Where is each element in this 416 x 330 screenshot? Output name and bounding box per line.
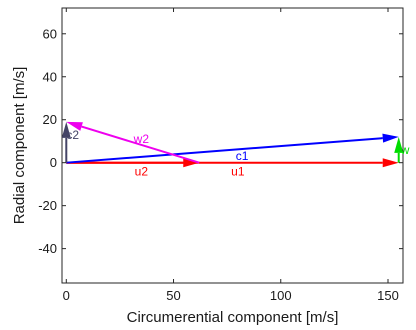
vector-label-w: w xyxy=(400,143,410,157)
vector-u1-head xyxy=(382,158,399,168)
vector-c2-head xyxy=(61,121,71,138)
vector-w2-shaft xyxy=(81,125,200,164)
vector-c1: c1 xyxy=(66,133,399,164)
vector-w-head xyxy=(394,136,404,153)
vector-c2: c2 xyxy=(61,121,79,163)
x-tick-label: 100 xyxy=(270,288,292,303)
y-tick-label: 20 xyxy=(43,112,57,127)
tick-labels: 0 50 100 150 -40 -20 0 20 40 60 xyxy=(38,8,403,303)
vector-label-w2: w2 xyxy=(133,132,150,146)
vector-label-c2: c2 xyxy=(66,128,79,142)
vector-u2-head xyxy=(183,158,200,168)
vector-label-c1: c1 xyxy=(236,149,249,163)
plot-frame xyxy=(61,7,404,284)
x-tick-label: 0 xyxy=(63,288,70,303)
vector-w: w xyxy=(394,136,410,163)
plot-area xyxy=(61,7,404,284)
vector-c1-head xyxy=(382,133,399,143)
x-axis-label: Circumerential component [m/s] xyxy=(127,309,339,326)
y-tick-label: -40 xyxy=(38,241,57,256)
x-tick-label: 150 xyxy=(377,288,399,303)
vector-w2: w2 xyxy=(66,121,200,164)
y-tick-label: 0 xyxy=(50,155,57,170)
vector-label-u2: u2 xyxy=(135,164,149,178)
vector-label-u1: u1 xyxy=(231,164,245,178)
y-tick-label: -20 xyxy=(38,198,57,213)
vector-marks: u1 u2 c1 w w2 c2 xyxy=(61,121,410,178)
vector-c1-shaft xyxy=(66,137,383,164)
x-tick-label: 50 xyxy=(166,288,180,303)
y-axis-label: Radial component [m/s] xyxy=(11,67,28,225)
vector-u2: u2 xyxy=(66,158,200,178)
y-tick-label: 60 xyxy=(43,26,57,41)
y-tick-label: 40 xyxy=(43,69,57,84)
vector-w2-head xyxy=(66,121,83,131)
